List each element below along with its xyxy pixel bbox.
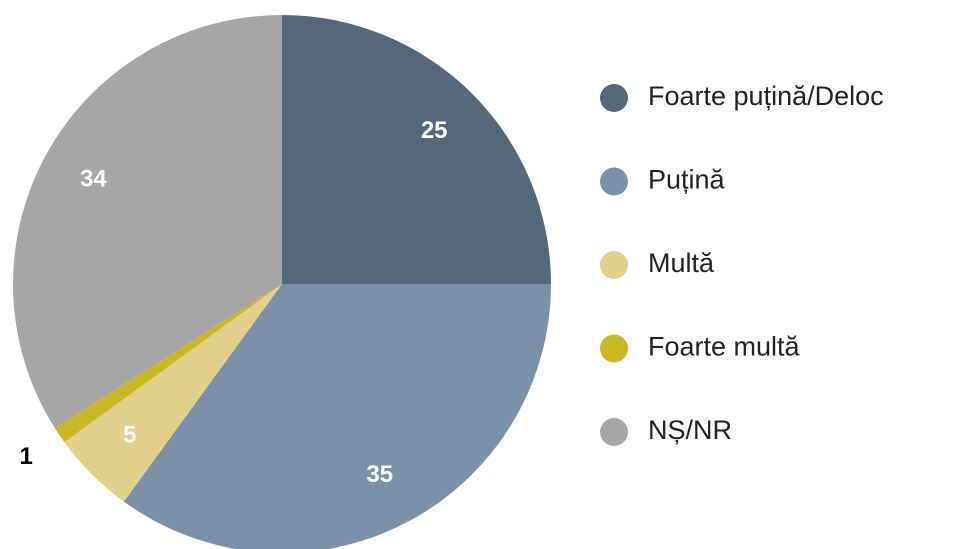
data-label: 5 bbox=[123, 422, 136, 449]
legend-label: Foarte puțină/Deloc bbox=[648, 81, 884, 111]
pie-slice bbox=[54, 284, 282, 443]
legend-label: Puțină bbox=[648, 165, 726, 195]
legend-label: Multă bbox=[648, 248, 715, 278]
pie-slice bbox=[12, 14, 282, 429]
pie-slice bbox=[64, 284, 283, 502]
legend-label: Foarte multă bbox=[648, 332, 801, 362]
data-label: 35 bbox=[366, 461, 393, 488]
data-label: 34 bbox=[80, 166, 107, 193]
pie-slice bbox=[282, 15, 551, 284]
data-label: 1 bbox=[19, 443, 32, 470]
legend-swatch bbox=[600, 84, 628, 112]
legend-label: NȘ/NR bbox=[648, 415, 732, 445]
legend-swatch bbox=[600, 334, 628, 363]
legend-swatch bbox=[600, 251, 628, 279]
pie-slice bbox=[123, 284, 551, 549]
legend-swatch bbox=[600, 418, 628, 446]
legend-swatch bbox=[600, 167, 628, 196]
data-label: 25 bbox=[421, 117, 448, 144]
